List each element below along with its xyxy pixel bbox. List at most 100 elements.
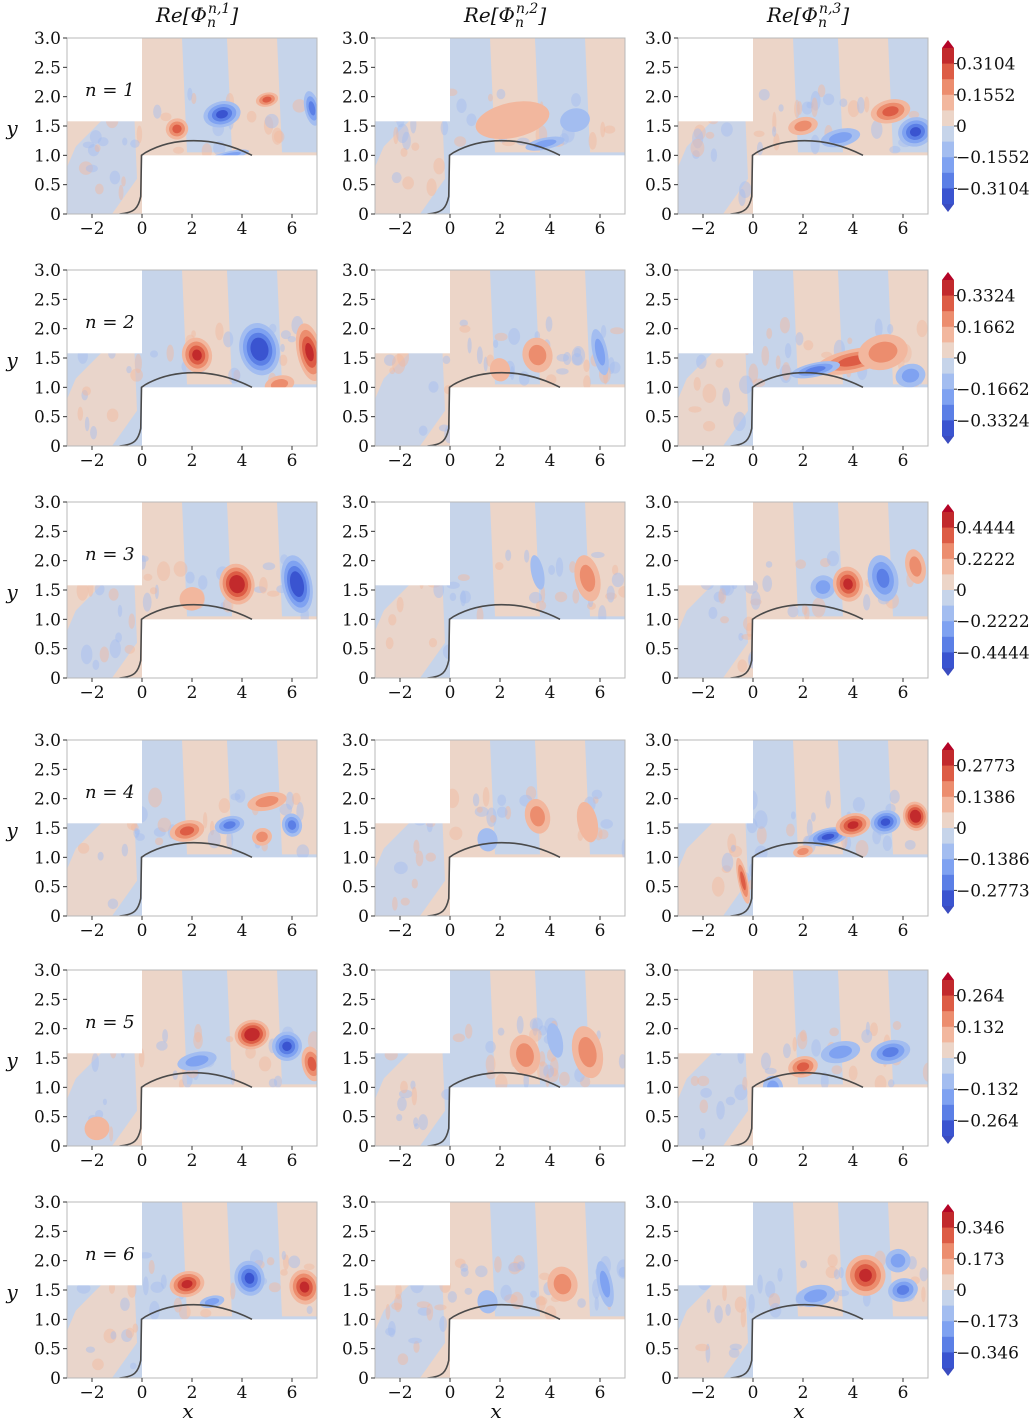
x-tick-label: 4 [545,1151,556,1171]
x-tick-label: 2 [187,451,198,471]
y-tick-label: 2.5 [34,990,61,1010]
colorbar-tick-label: −0.1552 [956,148,1030,168]
y-tick-label: 0 [50,907,61,927]
colorbar-segment [942,1089,954,1106]
y-tick-label: 0.5 [34,1340,61,1360]
colorbar-tick-label: 0.1386 [956,788,1015,808]
y-tick-label: 1.0 [34,1310,61,1330]
x-tick-label: 0 [445,921,456,941]
x-tick-label: 0 [137,219,148,239]
colorbar-tick-label: 0 [956,1281,967,1301]
y-tick-label: 3.0 [34,731,61,751]
y-tick-label: 1.0 [34,610,61,630]
y-axis-label: y [5,818,18,842]
y-tick-label: 2.5 [645,58,672,78]
x-tick-label: 0 [445,683,456,703]
colorbar-segment [942,995,954,1012]
colorbar-segment [942,574,954,591]
colorbar-segment [942,1305,954,1322]
colorbar-tick-label: 0.3324 [956,287,1015,307]
colorbar-tick-label: 0 [956,349,967,369]
colorbar-segment [942,48,954,65]
y-tick-label: 2.0 [342,1020,369,1040]
y-tick-label: 2.0 [645,1020,672,1040]
panel-r6-c1: 0 0.5 1.0 1.5 2.0 2.5 3.0 −2 0 2 4 6 n = 6 y x [5,1193,318,1423]
colorbar-segment [942,1073,954,1090]
y-tick-label: 1.0 [34,378,61,398]
y-tick-label: 0.5 [342,176,369,196]
x-tick-label: 4 [237,921,248,941]
x-tick-label: 2 [798,683,809,703]
colorbar-segment [942,1026,954,1043]
y-tick-label: 1.0 [645,848,672,868]
colorbar-segment [942,512,954,529]
colorbar-arrow-bottom [942,204,954,212]
geometry-contour [119,139,253,214]
colorbar-segment [942,621,954,638]
geometry-contour [730,841,864,916]
colorbar-segment [942,94,954,111]
colorbar-arrow-bottom [942,1368,954,1376]
y-tick-label: 2.5 [342,760,369,780]
x-tick-label: 6 [898,451,909,471]
x-tick-label: −2 [690,1151,715,1171]
panel-r3-c2: 0 0.5 1.0 1.5 2.0 2.5 3.0 −2 0 2 4 6 [342,493,626,703]
y-tick-label: 3.0 [342,29,369,49]
colorbar-segment [942,63,954,80]
x-tick-label: −2 [690,683,715,703]
panel-r4-c2: 0 0.5 1.0 1.5 2.0 2.5 3.0 −2 0 2 4 6 [342,731,626,941]
x-tick-label: −2 [79,1151,104,1171]
y-tick-label: 2.5 [34,760,61,780]
x-tick-label: 4 [545,683,556,703]
x-tick-label: 6 [287,1383,298,1403]
x-tick-label: 4 [237,1383,248,1403]
colorbar-tick-label: −0.4444 [956,643,1030,663]
colorbar-tick-label: 0.264 [956,987,1005,1007]
colorbar-tick-label: 0.1662 [956,318,1015,338]
y-tick-label: 0 [661,437,672,457]
y-tick-label: 2.0 [342,320,369,340]
y-tick-label: 2.5 [342,1222,369,1242]
x-tick-label: 6 [898,1151,909,1171]
x-tick-label: −2 [387,683,412,703]
x-tick-label: 0 [748,219,759,239]
colorbar-segment [942,605,954,622]
y-tick-label: 0 [661,205,672,225]
colorbar-segment [942,1290,954,1307]
y-tick-label: 1.5 [645,819,672,839]
colorbar-segment [942,404,954,421]
colorbar-segment [942,157,954,174]
y-tick-label: 2.5 [342,990,369,1010]
y-tick-label: 2.5 [645,990,672,1010]
y-tick-label: 0 [50,669,61,689]
colorbar-segment [942,828,954,845]
y-tick-label: 2.0 [34,1020,61,1040]
y-axis-label: y [5,580,18,604]
x-tick-label: 6 [595,1383,606,1403]
y-tick-label: 0 [358,907,369,927]
x-tick-label: −2 [690,451,715,471]
y-tick-label: 1.0 [34,146,61,166]
colorbar-segment [942,1120,954,1137]
colorbar-tick-label: −0.132 [956,1080,1019,1100]
y-tick-label: 0.5 [342,1108,369,1128]
colorbar-arrow-top [942,1204,954,1212]
x-tick-label: 2 [187,219,198,239]
y-tick-label: 3.0 [34,1193,61,1213]
x-tick-label: 2 [495,1383,506,1403]
colorbar-segment [942,311,954,328]
colorbar-tick-label: 0.173 [956,1250,1005,1270]
colorbar-segment [942,750,954,767]
x-tick-label: −2 [690,219,715,239]
y-tick-label: 1.5 [645,349,672,369]
x-axis-label: x [182,1399,193,1423]
x-tick-label: 6 [287,921,298,941]
colorbar-arrow-top [942,742,954,750]
geometry-contour [119,603,253,678]
y-tick-label: 1.5 [645,581,672,601]
y-tick-label: 0 [50,437,61,457]
x-tick-label: 6 [595,1151,606,1171]
x-tick-label: 2 [187,921,198,941]
y-tick-label: 1.5 [34,1281,61,1301]
colorbar-tick-label: 0.346 [956,1219,1005,1239]
